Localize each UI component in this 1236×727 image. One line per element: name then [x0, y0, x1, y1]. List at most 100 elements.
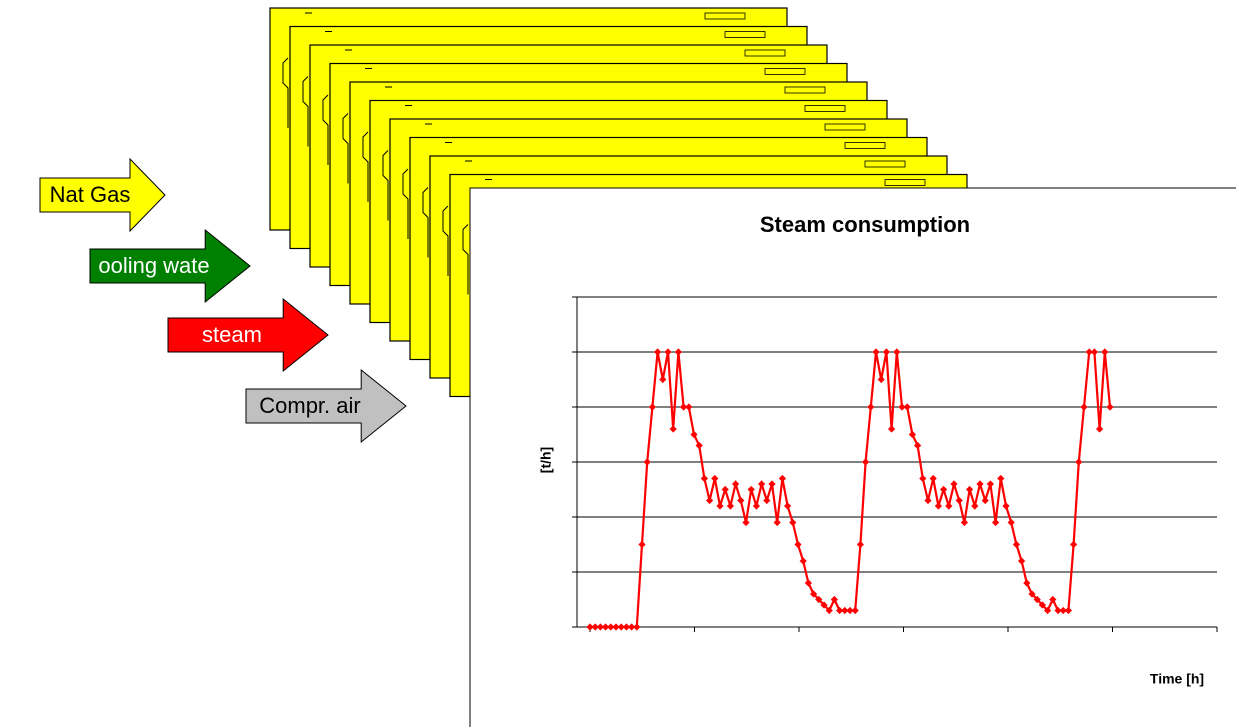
data-point [690, 430, 698, 439]
data-point [1002, 502, 1010, 510]
data-point [872, 348, 880, 356]
data-point [778, 474, 786, 483]
data-point [1033, 595, 1041, 604]
plot [572, 296, 1218, 632]
sheet-tab [844, 142, 886, 149]
data-point [789, 518, 797, 527]
data-point [654, 348, 662, 356]
data-point [971, 502, 979, 510]
data-point [768, 480, 776, 488]
data-point [877, 375, 885, 384]
sheet-detail [362, 131, 369, 202]
data-point [997, 474, 1005, 483]
data-point [929, 474, 937, 483]
data-point [669, 425, 677, 433]
data-point [898, 403, 906, 411]
data-point [711, 474, 719, 483]
data-point [784, 502, 792, 510]
data-point [825, 606, 833, 615]
data-point [950, 480, 958, 488]
data-point [1090, 348, 1098, 356]
data-point [1028, 590, 1036, 598]
data-point [830, 595, 838, 604]
data-point [648, 403, 656, 411]
data-point [617, 623, 625, 631]
sheet-tab [724, 31, 766, 38]
data-point [820, 601, 828, 609]
data-point [955, 496, 963, 505]
data-point [721, 485, 729, 494]
data-point [940, 485, 948, 494]
data-point [643, 458, 651, 466]
data-point [862, 458, 870, 466]
data-point [914, 441, 922, 450]
data-point [628, 623, 636, 631]
data-point [1007, 518, 1015, 527]
data-point [596, 623, 604, 631]
data-point [612, 623, 620, 631]
data-point [882, 348, 890, 356]
data-point [633, 623, 641, 631]
data-point [992, 518, 1000, 527]
data-point [815, 595, 823, 604]
data-point [799, 557, 807, 565]
sheet-tab [804, 105, 846, 112]
data-point [846, 606, 854, 615]
data-point [867, 403, 875, 411]
data-point [726, 502, 734, 510]
data-point [960, 518, 968, 527]
data-point [810, 590, 818, 598]
sheet-tab [884, 179, 926, 186]
data-point [836, 606, 844, 615]
data-point [622, 623, 630, 631]
data-point [659, 375, 667, 384]
sheet-detail [382, 150, 389, 221]
data-point [695, 441, 703, 450]
sheet-tab [704, 12, 746, 20]
data-point [1059, 606, 1067, 615]
data-point [700, 474, 708, 483]
sheet-detail [322, 94, 329, 165]
sheet-detail [462, 224, 469, 295]
arrow [245, 368, 407, 444]
data-point [908, 430, 916, 439]
sheet-detail [302, 76, 309, 147]
data-point [1085, 348, 1093, 356]
data-point [1054, 606, 1062, 615]
data-point [976, 480, 984, 488]
data-point [1049, 595, 1057, 604]
sheet-tab [864, 160, 906, 168]
sheet-tab [784, 86, 826, 94]
data-point [981, 496, 989, 505]
data-point [924, 496, 932, 505]
data-point [1023, 579, 1031, 587]
sheet-detail [282, 57, 289, 128]
data-point [591, 623, 599, 631]
sheet-tab [744, 49, 786, 57]
x-axis-label: Time [h] [1150, 671, 1204, 687]
data-point [903, 403, 911, 411]
data-point [966, 485, 974, 494]
data-point [919, 474, 927, 483]
data-point [1012, 540, 1020, 549]
data-point [1018, 557, 1026, 565]
data-point [602, 623, 610, 631]
data-point [986, 480, 994, 488]
arrow [39, 157, 166, 233]
data-point [763, 496, 771, 505]
data-point [804, 579, 812, 587]
data-point [1106, 403, 1114, 411]
data-point [607, 623, 615, 631]
arrow-label: ooling wate [98, 253, 209, 278]
data-point [1064, 606, 1072, 615]
data-point [1044, 606, 1052, 615]
arrow [167, 297, 329, 373]
sheet-tab [824, 123, 866, 131]
data-point [638, 540, 646, 549]
data-point [1080, 403, 1088, 411]
data-point [1101, 348, 1109, 356]
data-point [1070, 540, 1078, 549]
data-point [758, 480, 766, 488]
sheet-detail [422, 187, 429, 258]
